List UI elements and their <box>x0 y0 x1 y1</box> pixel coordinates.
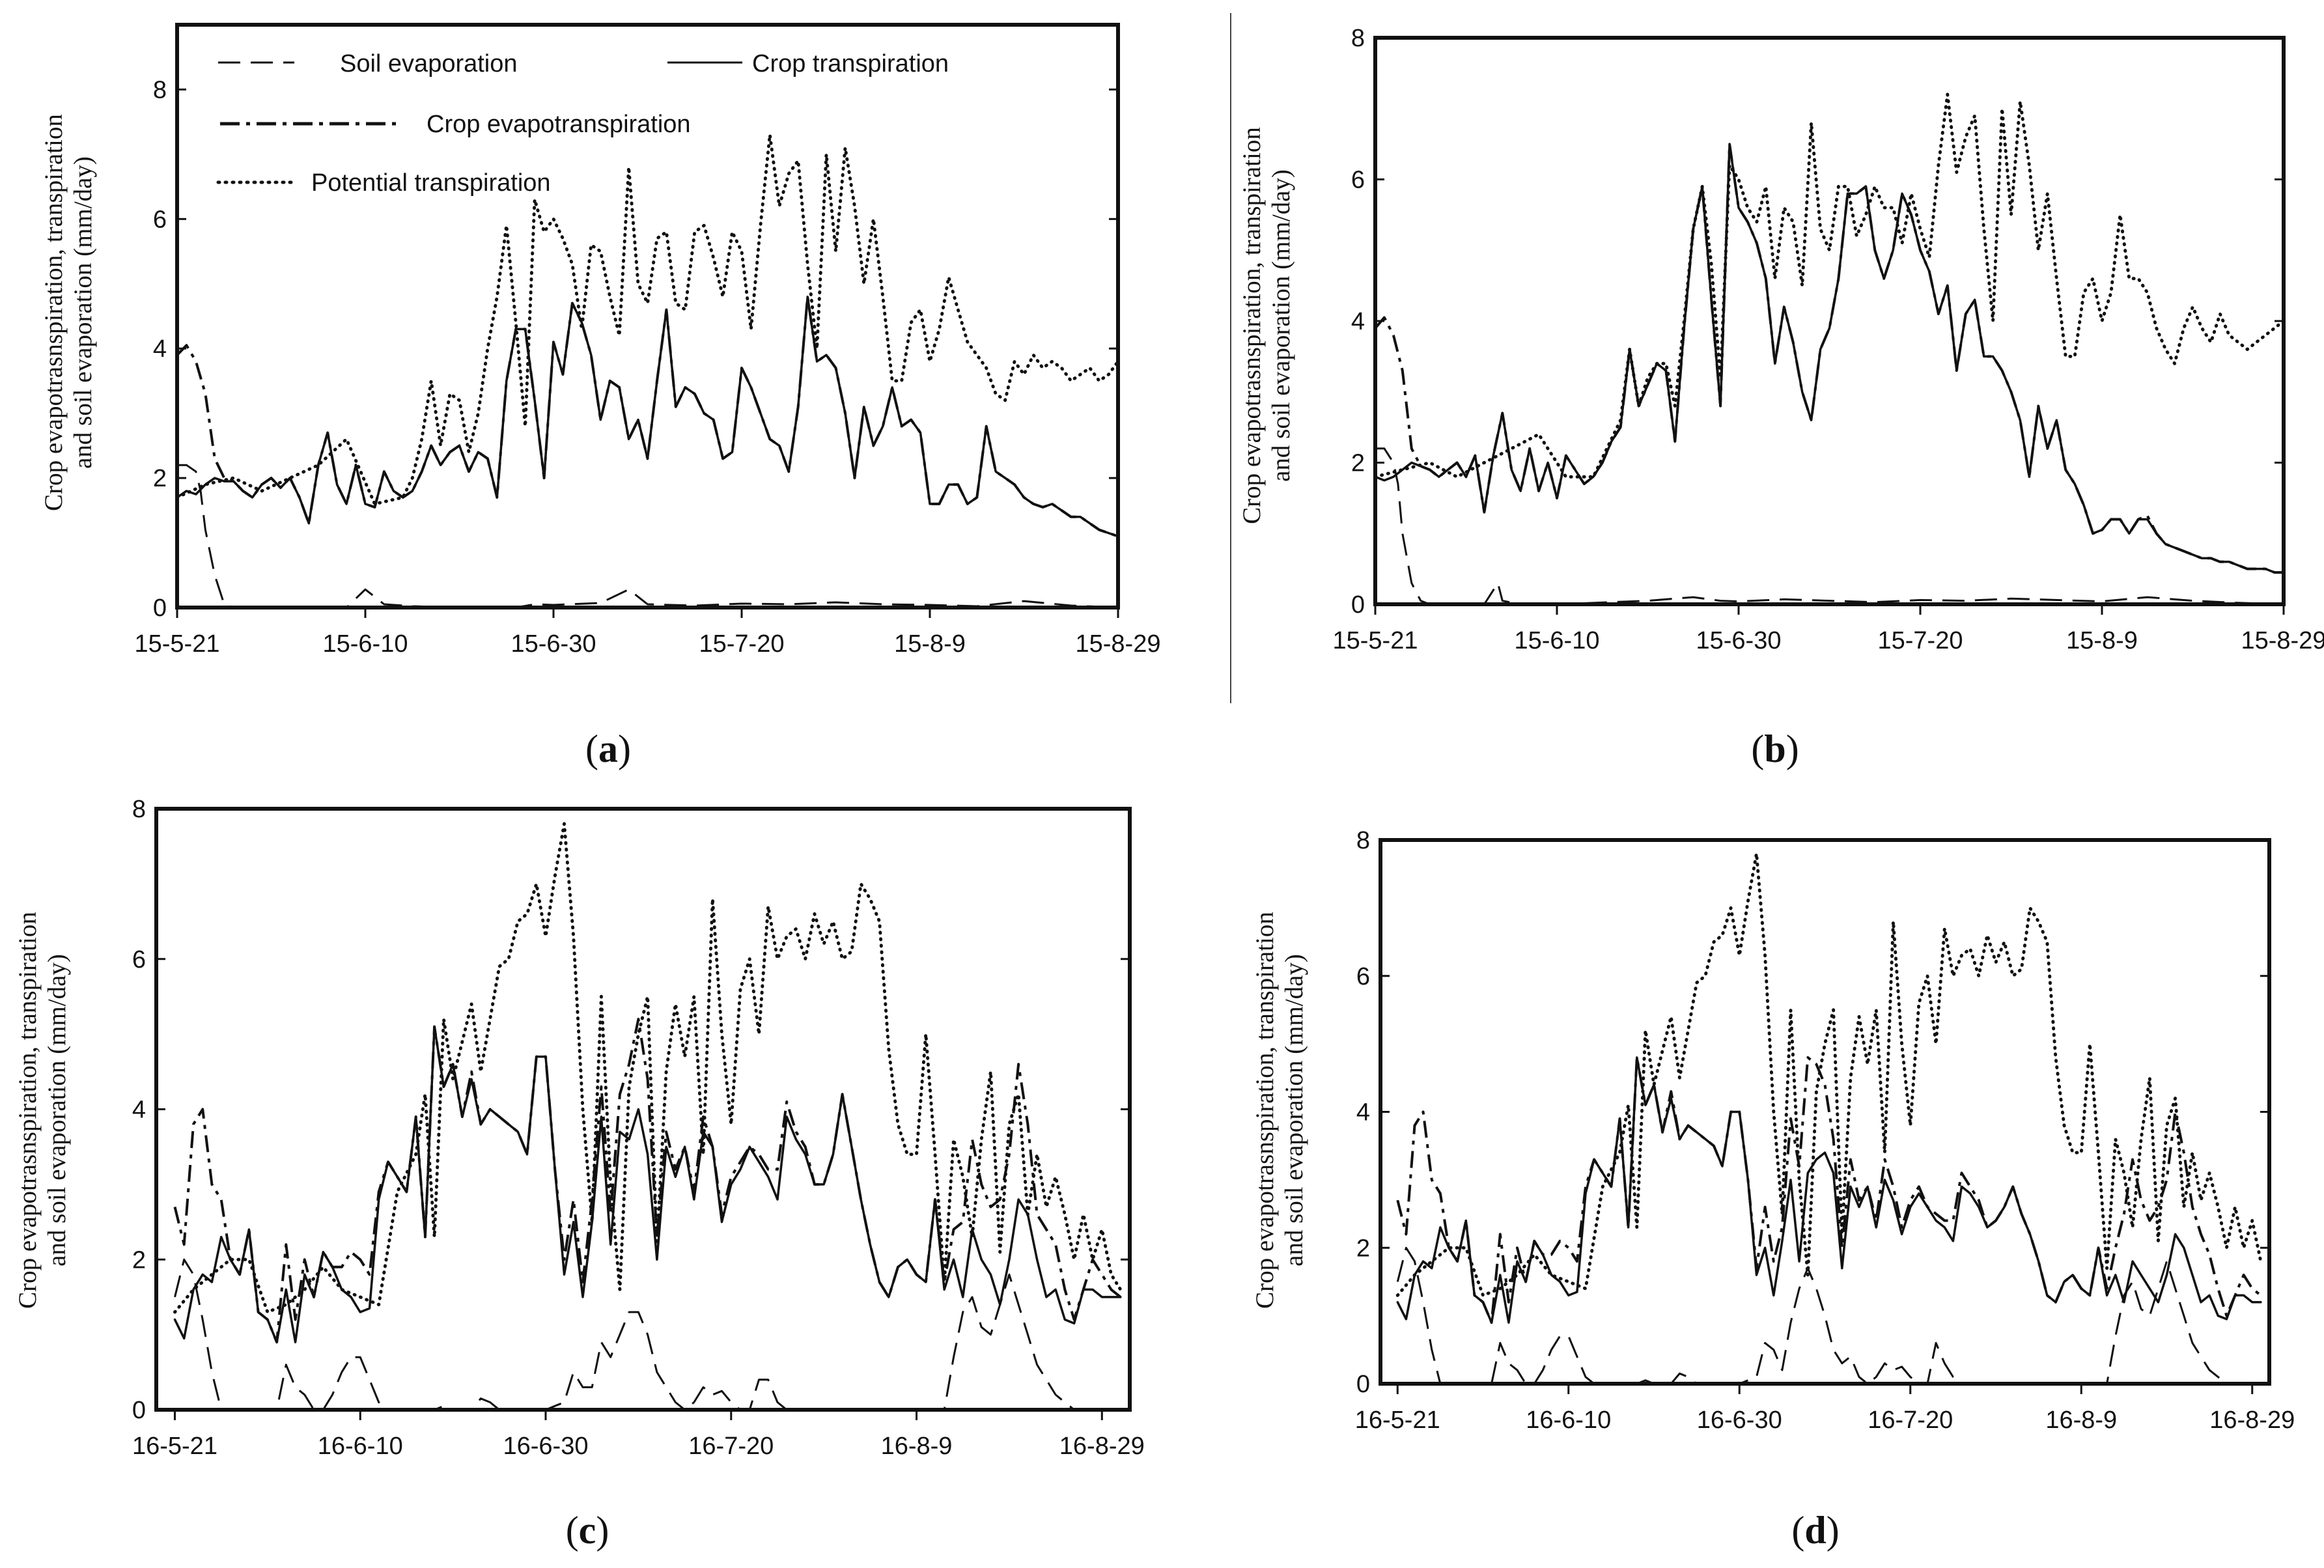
series-soil-evaporation <box>174 1258 1121 1411</box>
series-soil-evaporation <box>1396 1246 2261 1385</box>
x-tick-label: 16-6-10 <box>318 1433 403 1460</box>
x-tick-label: 15-5-21 <box>135 630 220 658</box>
x-tick-label: 15-8-9 <box>894 630 966 658</box>
caption-letter-d: d <box>1804 1509 1826 1552</box>
x-tick-label: 15-6-10 <box>323 630 408 658</box>
caption-c: (c) <box>566 1509 609 1552</box>
x-tick-label: 16-5-21 <box>1355 1407 1440 1434</box>
series-potential-transpiration <box>1395 852 2263 1297</box>
x-tick-label: 15-8-29 <box>2241 627 2324 654</box>
series-crop-evapotranspiration <box>176 295 1119 538</box>
x-tick-label: 15-5-21 <box>1333 627 1418 654</box>
y-axis-label-line1: Crop evapotrasnspiration, transpiration <box>1238 127 1266 524</box>
x-tick-label: 16-6-10 <box>1526 1407 1611 1434</box>
y-tick-label: 2 <box>1351 450 1365 477</box>
x-tick-label: 16-8-9 <box>881 1433 953 1460</box>
caption-b: (b) <box>1751 727 1799 770</box>
y-axis-label-line2: and soil evaporation (mm/day) <box>43 954 71 1267</box>
x-tick-label: 15-8-29 <box>1076 630 1161 658</box>
x-tick-label: 16-8-9 <box>2045 1407 2117 1434</box>
caption-letter-a: a <box>598 727 618 770</box>
series-potential-transpiration <box>173 822 1123 1314</box>
y-tick-label: 8 <box>153 76 167 104</box>
y-axis-label-line2: and soil evaporation (mm/day) <box>69 156 97 469</box>
legend: Soil evaporation Crop transpiration Crop… <box>216 50 949 197</box>
y-tick-label: 4 <box>132 1097 146 1124</box>
x-tick-label: 15-8-9 <box>2066 627 2138 654</box>
x-tick-label: 15-6-30 <box>1696 627 1782 654</box>
y-tick-label: 2 <box>132 1246 146 1274</box>
series-crop-evapotranspiration <box>1374 143 2284 574</box>
x-tick-label: 16-8-29 <box>2209 1407 2295 1434</box>
series-crop-evapotranspiration <box>1396 1056 2262 1324</box>
x-tick-label: 16-6-30 <box>1697 1407 1782 1434</box>
x-tick-label: 15-6-30 <box>511 630 596 658</box>
y-tick-label: 6 <box>153 206 167 233</box>
panel-c: Crop evapotrasnspiration, transpiration … <box>14 796 1145 1552</box>
y-tick-label: 6 <box>132 946 146 973</box>
x-tick-label: 15-7-20 <box>699 630 785 658</box>
legend-label-et: Crop evapotranspiration <box>427 111 691 138</box>
panel-b: Crop evapotrasnspiration, transpiration … <box>1238 25 2324 770</box>
y-axis-label-line1: Crop evapotrasnspiration, transpiration <box>40 114 68 511</box>
series-crop-transpiration <box>1396 1056 2262 1324</box>
y-tick-label: 0 <box>1351 591 1365 619</box>
y-tick-label: 6 <box>1351 167 1365 194</box>
y-axis-label-line1: Crop evapotrasnspiration, transpiration <box>14 912 42 1309</box>
y-tick-label: 8 <box>1351 25 1365 52</box>
y-tick-label: 0 <box>153 595 167 622</box>
x-tick-label: 16-7-20 <box>688 1433 774 1460</box>
y-tick-label: 0 <box>1356 1371 1370 1398</box>
series-crop-evapotranspiration <box>173 1018 1122 1344</box>
x-tick-label: 16-5-21 <box>132 1433 217 1460</box>
panel-a: Soil evaporation Crop transpiration Crop… <box>40 23 1161 770</box>
panel-d: Crop evapotrasnspiration, transpiration … <box>1251 827 2295 1552</box>
y-tick-label: 0 <box>132 1397 146 1424</box>
y-tick-label: 8 <box>132 796 146 823</box>
y-tick-label: 4 <box>1356 1099 1370 1127</box>
legend-label-pot: Potential transpiration <box>311 169 551 197</box>
y-tick-label: 4 <box>1351 308 1365 335</box>
series-potential-transpiration <box>175 133 1120 506</box>
y-tick-label: 6 <box>1356 963 1370 990</box>
y-tick-label: 8 <box>1356 827 1370 854</box>
y-tick-label: 2 <box>1356 1235 1370 1262</box>
caption-d: (d) <box>1791 1509 1839 1552</box>
y-tick-label: 2 <box>153 465 167 492</box>
y-axis-label-line1: Crop evapotrasnspiration, transpiration <box>1251 912 1279 1309</box>
plot-frame-a <box>175 23 1120 609</box>
series-soil-evaporation <box>1375 447 2284 606</box>
y-axis-label-line2: and soil evaporation (mm/day) <box>1280 954 1308 1267</box>
caption-letter-b: b <box>1764 727 1785 770</box>
x-tick-label: 15-6-10 <box>1515 627 1600 654</box>
caption-letter-c: c <box>579 1509 596 1552</box>
series-soil-evaporation <box>177 464 1119 609</box>
x-tick-label: 16-6-30 <box>503 1433 589 1460</box>
y-tick-label: 4 <box>153 335 167 363</box>
legend-label-transp: Crop transpiration <box>752 50 949 77</box>
x-tick-label: 16-8-29 <box>1059 1433 1145 1460</box>
legend-label-soil: Soil evaporation <box>340 50 518 77</box>
series-potential-transpiration <box>1373 92 2286 479</box>
y-axis-label-line2: and soil evaporation (mm/day) <box>1267 169 1295 482</box>
x-tick-label: 15-7-20 <box>1878 627 1963 654</box>
caption-a: (a) <box>585 727 631 770</box>
x-tick-label: 16-7-20 <box>1868 1407 1953 1434</box>
